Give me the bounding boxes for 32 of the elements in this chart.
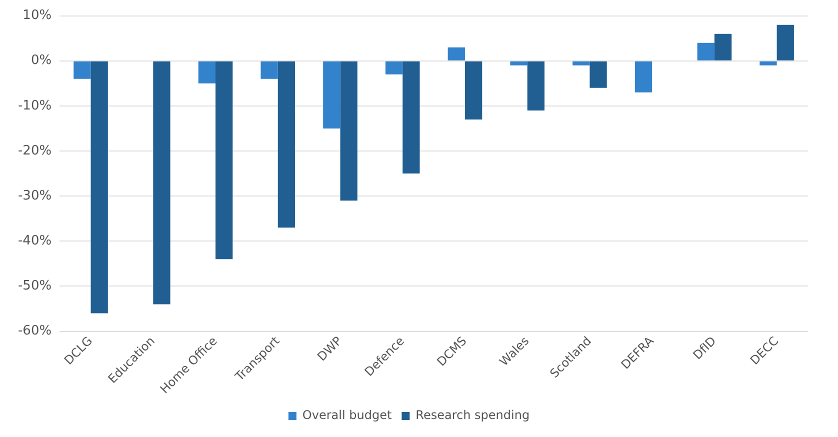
bar	[340, 61, 358, 201]
y-tick-label: 0%	[30, 53, 52, 68]
bar	[74, 61, 91, 79]
bar	[634, 61, 652, 92]
bar	[464, 61, 482, 120]
y-tick-label: -60%	[18, 324, 52, 339]
bar	[323, 61, 340, 128]
bar	[216, 61, 233, 260]
y-tick-label: -10%	[18, 98, 52, 114]
bar	[153, 61, 170, 304]
y-tick-label: -40%	[18, 234, 52, 249]
bar	[385, 61, 403, 74]
bar	[402, 61, 420, 174]
bar	[527, 61, 544, 110]
bar	[90, 61, 108, 314]
y-tick-label: -50%	[18, 278, 52, 294]
bar	[448, 47, 465, 60]
legend-label: Research spending	[416, 408, 530, 422]
y-tick-label: -20%	[18, 143, 52, 158]
bar	[572, 61, 590, 66]
bar	[697, 42, 714, 60]
bar	[590, 61, 607, 88]
bar	[510, 61, 528, 66]
bar	[278, 61, 296, 228]
bar	[198, 61, 216, 84]
y-tick-label: -30%	[18, 188, 52, 204]
bar	[776, 24, 794, 60]
bar	[260, 61, 278, 79]
bar	[714, 34, 732, 60]
bar	[760, 61, 777, 66]
y-tick-label: 10%	[22, 8, 52, 24]
legend-label: Overall budget	[302, 408, 392, 422]
